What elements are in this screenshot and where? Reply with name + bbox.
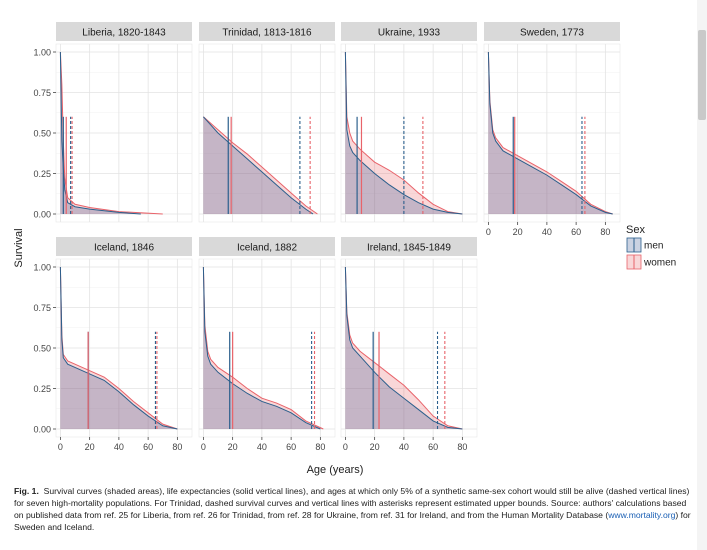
survival-curve-women xyxy=(59,51,163,215)
y-tick-label: 1.00 xyxy=(33,263,51,273)
survival-chart: Survival Age (years) Sex men women Liberi… xyxy=(13,22,676,476)
x-tick-label: 60 xyxy=(286,442,296,452)
panel-strip xyxy=(199,22,335,41)
y-tick-label: 0.25 xyxy=(33,384,51,394)
x-tick-label: 0 xyxy=(486,227,491,237)
legend-title: Sex xyxy=(626,224,645,236)
x-tick-label: 40 xyxy=(257,442,267,452)
panel-strip xyxy=(484,22,620,41)
survival-area-women xyxy=(203,267,324,429)
legend: Sex men women xyxy=(626,224,676,270)
panel-5: Iceland, 1846 0.00 0.25 0.50 0.75 1.00 0 20 40 60… xyxy=(33,237,193,452)
survival-curve-men xyxy=(59,51,141,215)
x-tick-label: 20 xyxy=(228,442,238,452)
mortality-link[interactable]: www.mortality.org xyxy=(608,510,676,520)
survival-curve-men xyxy=(487,51,613,215)
figure-caption: Fig. 1. Survival curves (shaded areas), … xyxy=(14,485,694,533)
survival-curve-men xyxy=(344,51,463,215)
y-tick-label: 0.50 xyxy=(33,344,51,354)
survival-curve-men xyxy=(202,266,321,430)
survival-curve-women xyxy=(203,116,318,215)
legend-label-men: men xyxy=(644,241,663,252)
panel-1: Liberia, 1820-1843 0.00 0.25 0.50 0.75 1.00 xyxy=(33,22,193,223)
y-axis-label: Survival xyxy=(13,228,25,267)
survival-area-women xyxy=(60,267,178,429)
panel-strip xyxy=(341,237,477,256)
x-tick-label: 20 xyxy=(85,442,95,452)
legend-label-women: women xyxy=(643,258,676,269)
survival-curve-men xyxy=(203,116,314,215)
x-tick-label: 0 xyxy=(58,442,63,452)
x-tick-label: 80 xyxy=(172,442,182,452)
survival-curve-women xyxy=(344,51,463,215)
caption-text-end: ) for Sweden and Iceland. xyxy=(14,510,691,532)
y-tick-label: 0.25 xyxy=(33,169,51,179)
scrollbar-thumb[interactable] xyxy=(698,30,706,120)
panel-title: Iceland, 1882 xyxy=(237,243,297,254)
survival-area-men xyxy=(60,267,178,429)
panel-title: Ireland, 1845-1849 xyxy=(367,243,451,254)
caption-label: Fig. 1. xyxy=(14,486,39,496)
x-tick-label: 20 xyxy=(513,227,523,237)
x-tick-label: 20 xyxy=(370,442,380,452)
survival-area-women xyxy=(345,267,463,429)
panel-title: Sweden, 1773 xyxy=(520,28,584,39)
x-tick-label: 80 xyxy=(600,227,610,237)
survival-area-men xyxy=(345,267,463,429)
panel-title: Iceland, 1846 xyxy=(94,243,154,254)
x-tick-label: 60 xyxy=(428,442,438,452)
y-tick-label: 0.75 xyxy=(33,303,51,313)
survival-area-men xyxy=(488,52,613,214)
panel-strip xyxy=(341,22,477,41)
panel-2: Trinidad, 1813-1816 xyxy=(198,22,336,223)
x-tick-label: 80 xyxy=(457,442,467,452)
x-tick-label: 60 xyxy=(143,442,153,452)
x-tick-label: 40 xyxy=(542,227,552,237)
survival-curve-women xyxy=(344,266,463,430)
survival-curve-women xyxy=(202,266,324,430)
y-tick-label: 0.75 xyxy=(33,88,51,98)
y-tick-label: 1.00 xyxy=(33,48,51,58)
panel-7: Ireland, 1845-1849 0 20 40 60 80 xyxy=(340,237,478,452)
panel-title: Trinidad, 1813-1816 xyxy=(222,28,312,39)
x-tick-label: 0 xyxy=(201,442,206,452)
scrollbar[interactable] xyxy=(697,0,707,550)
panel-3: Ukraine, 1933 xyxy=(340,22,478,223)
x-tick-label: 80 xyxy=(315,442,325,452)
survival-area-women xyxy=(203,116,318,214)
y-tick-label: 0.00 xyxy=(33,425,51,435)
panel-title: Ukraine, 1933 xyxy=(378,28,441,39)
y-tick-label: 0.00 xyxy=(33,210,51,220)
panel-strip xyxy=(56,22,192,41)
survival-curve-men xyxy=(59,266,178,430)
x-tick-label: 40 xyxy=(114,442,124,452)
panel-strip xyxy=(56,237,192,256)
panel-4: Sweden, 1773 0 20 40 60 80 xyxy=(483,22,621,237)
x-tick-label: 0 xyxy=(343,442,348,452)
survival-area-women xyxy=(488,52,613,214)
x-tick-label: 60 xyxy=(571,227,581,237)
caption-text: Survival curves (shaded areas), life exp… xyxy=(14,486,690,520)
panel-title: Liberia, 1820-1843 xyxy=(82,28,166,39)
y-tick-label: 0.50 xyxy=(33,129,51,139)
panel-strip xyxy=(199,237,335,256)
x-axis-label: Age (years) xyxy=(307,464,364,476)
survival-curve-men xyxy=(344,266,463,430)
panel-6: Iceland, 1882 0 20 40 60 80 xyxy=(198,237,336,452)
x-tick-label: 40 xyxy=(399,442,409,452)
